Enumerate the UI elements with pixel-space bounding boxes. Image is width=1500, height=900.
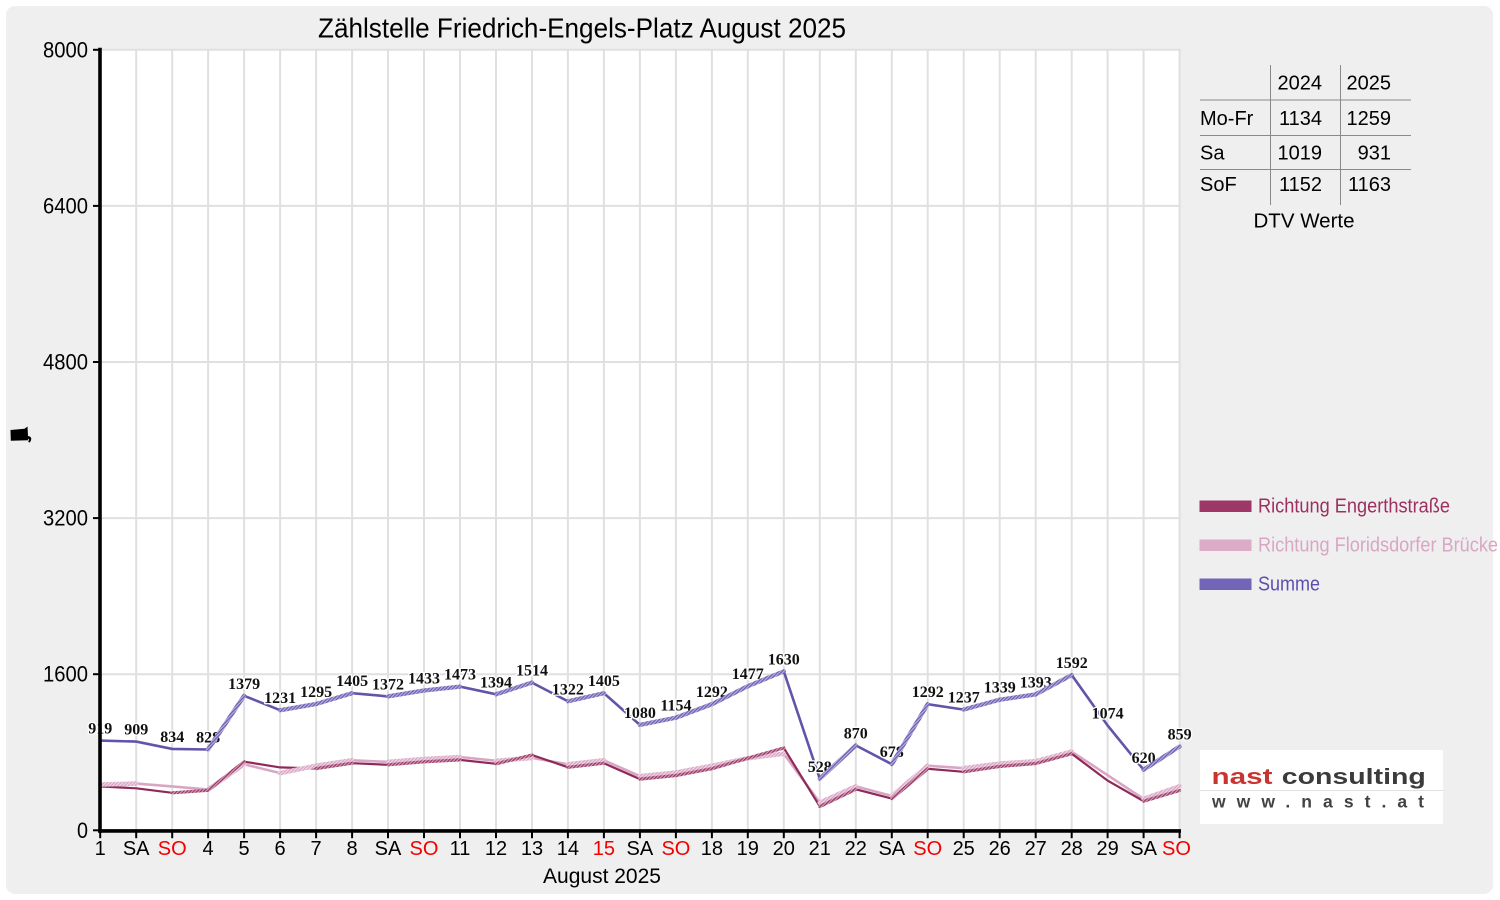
svg-text:909: 909 bbox=[124, 722, 148, 739]
svg-text:0: 0 bbox=[77, 818, 88, 843]
svg-text:859: 859 bbox=[1168, 727, 1192, 744]
svg-text:SA: SA bbox=[123, 838, 150, 860]
svg-text:Summe: Summe bbox=[1258, 574, 1320, 596]
svg-text:8000: 8000 bbox=[43, 37, 88, 62]
svg-text:7: 7 bbox=[311, 838, 322, 860]
svg-text:1433: 1433 bbox=[408, 671, 440, 688]
svg-text:1152: 1152 bbox=[1279, 174, 1322, 196]
svg-text:Richtung Floridsdorfer Brücke: Richtung Floridsdorfer Brücke bbox=[1258, 535, 1498, 557]
svg-text:11: 11 bbox=[450, 838, 471, 860]
svg-text:1154: 1154 bbox=[660, 698, 691, 715]
svg-text:1405: 1405 bbox=[588, 673, 620, 690]
svg-text:1322: 1322 bbox=[552, 681, 584, 698]
svg-text:18: 18 bbox=[701, 838, 723, 860]
svg-text:SoF: SoF bbox=[1200, 174, 1237, 196]
svg-text:Mo-Fr: Mo-Fr bbox=[1200, 108, 1254, 130]
svg-text:1074: 1074 bbox=[1092, 706, 1124, 723]
svg-text:1372: 1372 bbox=[372, 676, 404, 693]
svg-text:1339: 1339 bbox=[984, 680, 1016, 697]
svg-text:19: 19 bbox=[737, 838, 759, 860]
svg-text:26: 26 bbox=[989, 838, 1011, 860]
svg-text:1: 1 bbox=[95, 838, 106, 860]
svg-text:1163: 1163 bbox=[1348, 174, 1391, 196]
svg-text:15: 15 bbox=[593, 838, 615, 860]
svg-text:1473: 1473 bbox=[444, 667, 476, 684]
svg-text:870: 870 bbox=[844, 725, 868, 742]
svg-text:4800: 4800 bbox=[43, 350, 88, 375]
svg-text:1600: 1600 bbox=[43, 662, 88, 687]
svg-text:Zählstelle Friedrich-Engels-Pl: Zählstelle Friedrich-Engels-Platz August… bbox=[318, 13, 846, 44]
svg-text:1292: 1292 bbox=[912, 684, 944, 701]
svg-text:1295: 1295 bbox=[300, 684, 332, 701]
svg-text:1134: 1134 bbox=[1279, 108, 1322, 130]
svg-text:SA: SA bbox=[627, 838, 654, 860]
svg-text:14: 14 bbox=[557, 838, 579, 860]
svg-text:28: 28 bbox=[1061, 838, 1083, 860]
svg-text:834: 834 bbox=[160, 729, 184, 746]
svg-text:27: 27 bbox=[1025, 838, 1047, 860]
svg-text:1405: 1405 bbox=[336, 673, 368, 690]
svg-text:1514: 1514 bbox=[516, 663, 548, 680]
svg-text:13: 13 bbox=[521, 838, 543, 860]
svg-text:21: 21 bbox=[809, 838, 831, 860]
svg-text:931: 931 bbox=[1358, 143, 1391, 165]
svg-text:consulting: consulting bbox=[1282, 764, 1426, 789]
svg-text:SO: SO bbox=[661, 838, 690, 860]
svg-text:20: 20 bbox=[773, 838, 795, 860]
svg-text:SA: SA bbox=[375, 838, 402, 860]
svg-text:1080: 1080 bbox=[624, 705, 656, 722]
svg-text:SO: SO bbox=[913, 838, 942, 860]
svg-text:August 2025: August 2025 bbox=[543, 865, 661, 888]
svg-text:1394: 1394 bbox=[480, 674, 512, 691]
svg-text:6400: 6400 bbox=[43, 193, 88, 218]
svg-text:8: 8 bbox=[347, 838, 358, 860]
svg-text:DTV Werte: DTV Werte bbox=[1254, 211, 1355, 233]
svg-text:SO: SO bbox=[410, 838, 439, 860]
svg-text:1231: 1231 bbox=[264, 690, 296, 707]
svg-text:Sa: Sa bbox=[1200, 143, 1225, 165]
svg-text:nast: nast bbox=[1212, 764, 1274, 789]
svg-text:4: 4 bbox=[203, 838, 214, 860]
svg-text:3200: 3200 bbox=[43, 506, 88, 531]
svg-text:1592: 1592 bbox=[1056, 655, 1088, 672]
svg-text:SA: SA bbox=[878, 838, 905, 860]
svg-text:22: 22 bbox=[845, 838, 867, 860]
svg-text:2025: 2025 bbox=[1347, 73, 1392, 95]
svg-text:12: 12 bbox=[485, 838, 507, 860]
svg-text:1477: 1477 bbox=[732, 666, 764, 683]
svg-text:Richtung Engerthstraße: Richtung Engerthstraße bbox=[1258, 496, 1450, 518]
svg-text:6: 6 bbox=[275, 838, 286, 860]
svg-text:SA: SA bbox=[1130, 838, 1157, 860]
svg-text:2024: 2024 bbox=[1278, 73, 1323, 95]
svg-text:1237: 1237 bbox=[948, 690, 980, 707]
svg-text:1630: 1630 bbox=[768, 651, 800, 668]
svg-text:29: 29 bbox=[1096, 838, 1118, 860]
svg-text:SO: SO bbox=[1162, 838, 1191, 860]
svg-text:5: 5 bbox=[239, 838, 250, 860]
svg-text:1019: 1019 bbox=[1278, 143, 1323, 165]
svg-text:1259: 1259 bbox=[1347, 108, 1392, 130]
svg-text:25: 25 bbox=[953, 838, 975, 860]
svg-text:1379: 1379 bbox=[228, 676, 260, 693]
svg-text:SO: SO bbox=[158, 838, 187, 860]
